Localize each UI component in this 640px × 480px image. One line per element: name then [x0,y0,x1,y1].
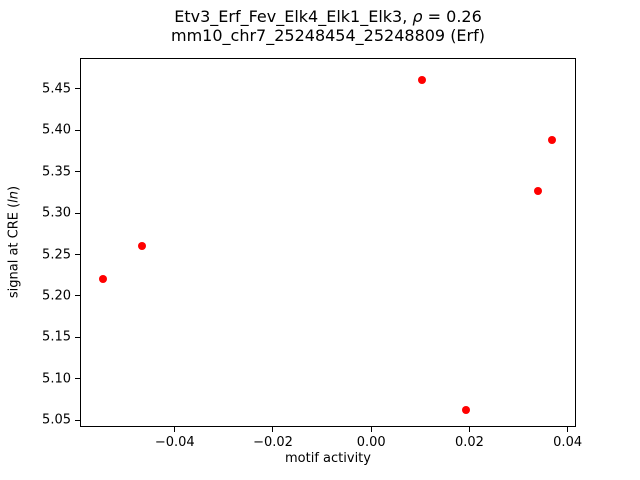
y-tick-mark [75,254,80,256]
y-tick-label: 5.10 [42,371,71,387]
y-axis-label: signal at CRE (ln) [7,186,22,298]
y-tick-mark [75,129,80,131]
x-tick-label: 0.04 [553,435,583,450]
x-tick-label: 0.02 [454,435,484,450]
data-point [138,242,147,251]
title-rho-value: = 0.26 [422,7,482,26]
y-tick-label: 5.45 [42,81,71,97]
y-tick-mark [75,88,80,90]
y-axis-label-post: ) [6,185,22,191]
y-tick-mark [75,419,80,421]
y-tick-mark [75,295,80,297]
y-axis-label-math: ln [6,190,22,203]
rho-symbol: ρ [412,7,423,26]
data-point [98,274,107,283]
x-tick-mark [567,427,569,432]
chart-title-line2: mm10_chr7_25248454_25248809 (Erf) [171,26,485,45]
y-tick-label: 5.05 [42,412,71,428]
data-point [462,406,471,415]
data-point [534,186,543,195]
y-tick-label: 5.15 [42,329,71,345]
y-tick-label: 5.25 [42,247,71,263]
y-tick-label: 5.30 [42,205,71,221]
y-tick-mark [75,171,80,173]
x-tick-mark [370,427,372,432]
y-tick-mark [75,212,80,214]
y-tick-mark [75,336,80,338]
x-tick-label: 0.00 [356,435,386,450]
axes-area [80,58,576,427]
data-point [417,76,426,85]
x-tick-mark [468,427,470,432]
x-tick-label: −0.04 [154,435,195,450]
y-tick-mark [75,378,80,380]
x-tick-mark [272,427,274,432]
x-tick-mark [174,427,176,432]
y-tick-label: 5.40 [42,122,71,138]
x-axis-label: motif activity [285,451,371,466]
y-axis-label-pre: signal at CRE ( [6,202,22,299]
y-tick-label: 5.20 [42,288,71,304]
title-gene-set: Etv3_Erf_Fev_Elk4_Elk1_Elk3, [174,7,413,26]
data-point [547,136,556,145]
y-tick-label: 5.35 [42,164,71,180]
chart-title-line1: Etv3_Erf_Fev_Elk4_Elk1_Elk3, ρ = 0.26 [171,7,485,26]
x-tick-label: −0.02 [253,435,293,450]
chart-title: Etv3_Erf_Fev_Elk4_Elk1_Elk3, ρ = 0.26 mm… [171,7,485,45]
